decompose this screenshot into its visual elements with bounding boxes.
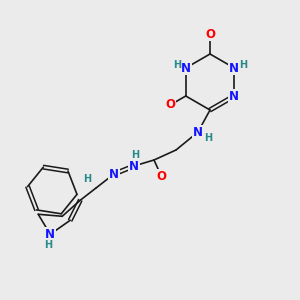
Text: H: H [173, 60, 181, 70]
Text: O: O [156, 170, 167, 183]
Text: O: O [165, 98, 175, 112]
Text: N: N [229, 89, 239, 103]
Text: N: N [229, 61, 239, 74]
Text: N: N [129, 160, 139, 172]
Text: N: N [109, 167, 119, 181]
Text: H: H [131, 150, 139, 160]
Text: O: O [205, 28, 215, 40]
Text: H: H [83, 174, 91, 184]
Text: N: N [193, 125, 203, 139]
Text: H: H [44, 240, 52, 250]
Text: H: H [239, 60, 247, 70]
Text: N: N [45, 228, 55, 241]
Text: N: N [181, 61, 191, 74]
Text: H: H [204, 133, 212, 143]
